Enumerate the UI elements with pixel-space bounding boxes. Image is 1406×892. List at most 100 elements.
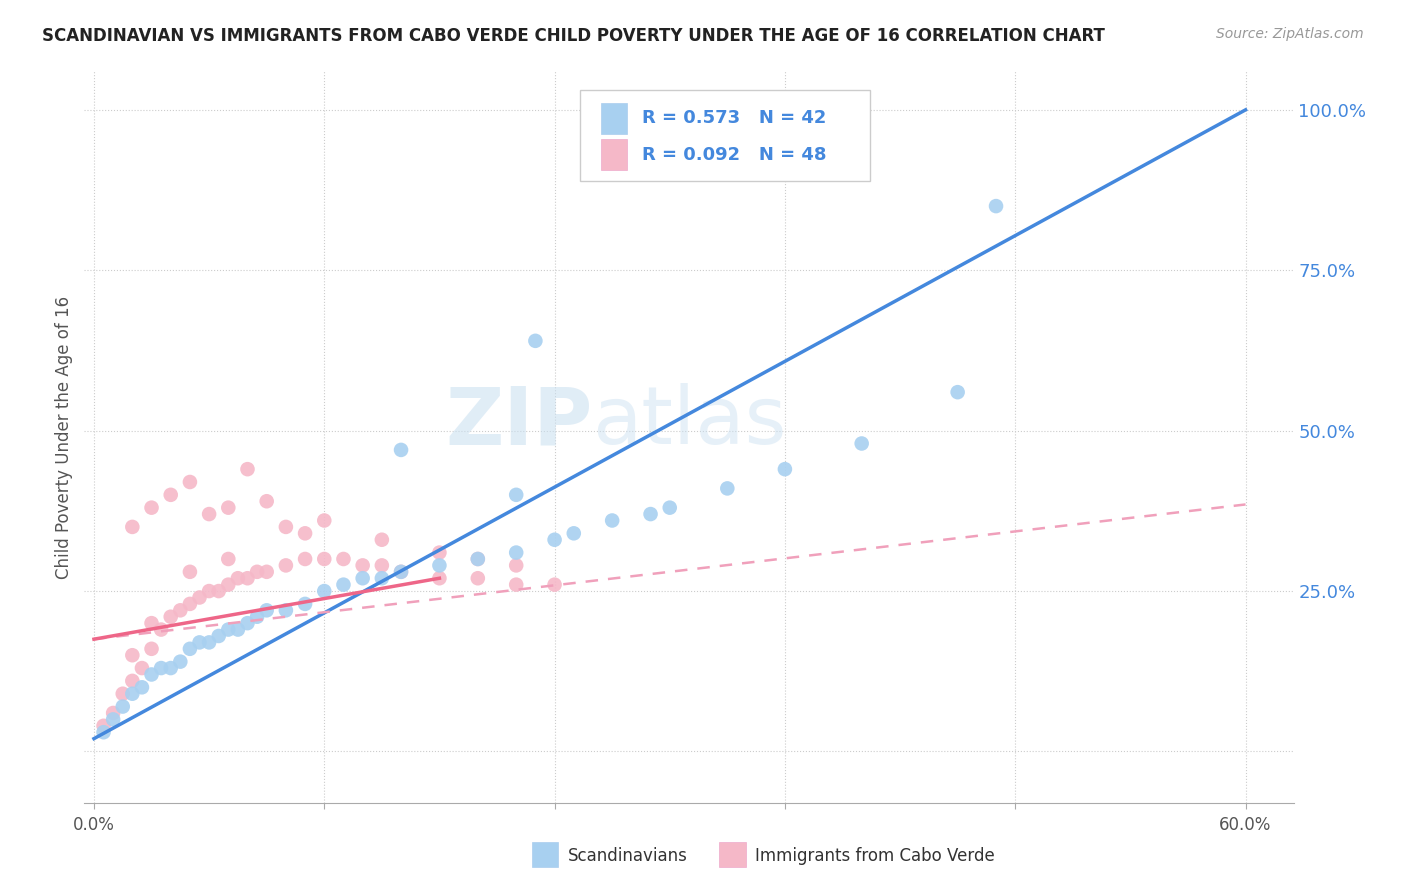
Point (543, 577, 565, 591)
Point (101, 706, 124, 720)
Point (389, 565, 412, 579)
Point (131, 681, 153, 695)
Point (121, 648, 143, 663)
Point (314, 584, 336, 599)
Point (505, 488, 527, 502)
Point (505, 577, 527, 591)
Point (150, 661, 173, 675)
Point (716, 482, 738, 496)
Point (294, 552, 316, 566)
Point (236, 462, 259, 476)
Point (371, 533, 394, 547)
Point (505, 558, 527, 573)
FancyBboxPatch shape (581, 90, 870, 181)
Point (188, 591, 211, 605)
Point (562, 526, 585, 541)
Point (274, 558, 297, 573)
Point (208, 629, 231, 643)
Point (226, 571, 249, 585)
Point (658, 500, 681, 515)
Point (429, 558, 451, 573)
Bar (720, 841, 745, 867)
Point (467, 552, 489, 566)
Point (429, 545, 451, 559)
Text: 60.0%: 60.0% (1219, 815, 1271, 834)
Point (640, 507, 662, 521)
Point (314, 514, 336, 528)
Point (524, 334, 547, 348)
Point (274, 603, 297, 617)
Point (169, 603, 191, 617)
Bar (600, 103, 627, 134)
Text: R = 0.092   N = 48: R = 0.092 N = 48 (641, 145, 827, 164)
Bar (600, 139, 627, 170)
Point (274, 520, 297, 534)
Point (159, 609, 181, 624)
Point (217, 577, 239, 591)
Point (198, 584, 221, 599)
Point (600, 514, 623, 528)
Text: Immigrants from Cabo Verde: Immigrants from Cabo Verde (755, 847, 995, 865)
Point (159, 661, 181, 675)
Point (389, 565, 412, 579)
Point (984, 199, 1007, 213)
Point (141, 500, 163, 515)
Bar (531, 841, 558, 867)
Point (179, 641, 201, 656)
Point (121, 687, 143, 701)
Point (467, 552, 489, 566)
Point (256, 565, 278, 579)
Point (111, 699, 134, 714)
Point (236, 571, 259, 585)
Point (246, 565, 269, 579)
Point (505, 545, 527, 559)
Point (332, 552, 354, 566)
Point (429, 571, 451, 585)
Point (150, 623, 173, 637)
Point (389, 442, 412, 457)
Text: Source: ZipAtlas.com: Source: ZipAtlas.com (1216, 27, 1364, 41)
Point (217, 623, 239, 637)
Text: 0.0%: 0.0% (73, 815, 115, 834)
Point (169, 655, 191, 669)
Text: R = 0.573   N = 42: R = 0.573 N = 42 (641, 109, 827, 128)
Point (773, 462, 796, 476)
Point (188, 635, 211, 649)
Y-axis label: Child Poverty Under the Age of 16: Child Poverty Under the Age of 16 (55, 295, 73, 579)
Text: atlas: atlas (592, 384, 786, 461)
Point (159, 488, 181, 502)
Point (141, 667, 163, 681)
Point (371, 558, 394, 573)
Point (294, 526, 316, 541)
Text: Scandinavians: Scandinavians (568, 847, 688, 865)
Point (93, 719, 115, 733)
Point (352, 558, 374, 573)
Point (101, 712, 124, 726)
Point (179, 475, 201, 489)
Point (198, 635, 221, 649)
Point (851, 436, 873, 450)
Text: SCANDINAVIAN VS IMMIGRANTS FROM CABO VERDE CHILD POVERTY UNDER THE AGE OF 16 COR: SCANDINAVIAN VS IMMIGRANTS FROM CABO VER… (42, 27, 1105, 45)
Point (131, 661, 153, 675)
Point (198, 507, 221, 521)
Point (217, 500, 239, 515)
Point (111, 687, 134, 701)
Point (93, 725, 115, 739)
Point (371, 571, 394, 585)
Point (236, 616, 259, 631)
Point (141, 616, 163, 631)
Point (256, 603, 278, 617)
Point (246, 609, 269, 624)
Text: ZIP: ZIP (444, 384, 592, 461)
Point (946, 385, 969, 400)
Point (543, 533, 565, 547)
Point (294, 597, 316, 611)
Point (256, 494, 278, 508)
Point (121, 520, 143, 534)
Point (179, 597, 201, 611)
Point (179, 565, 201, 579)
Point (208, 584, 231, 599)
Point (217, 552, 239, 566)
Point (141, 641, 163, 656)
Point (467, 571, 489, 585)
